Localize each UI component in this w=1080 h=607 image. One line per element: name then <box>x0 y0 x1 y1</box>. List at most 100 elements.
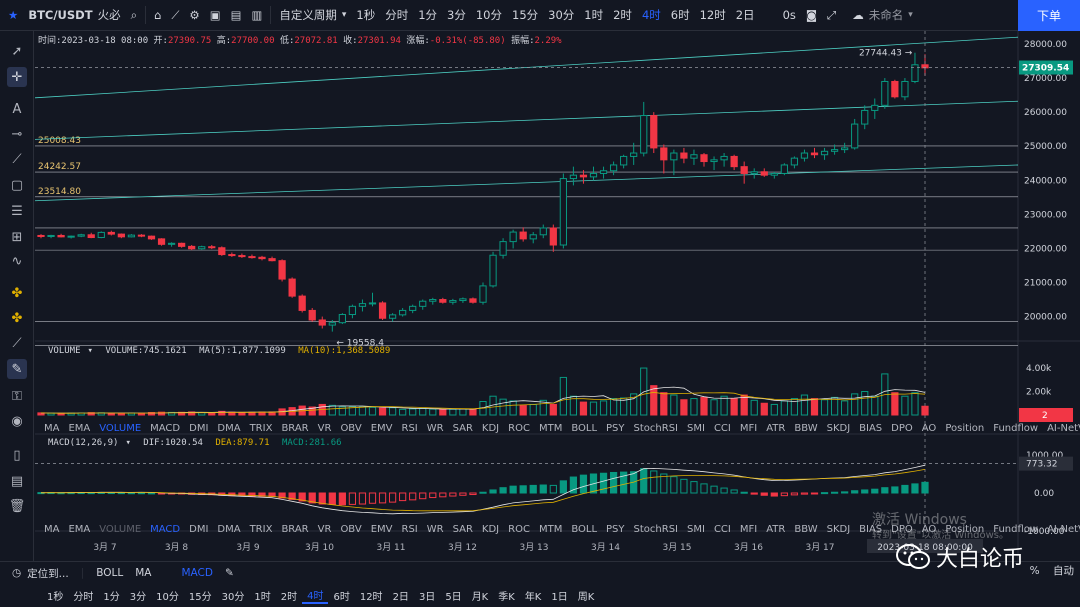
indicator-tab-ma[interactable]: MA <box>44 423 60 434</box>
indicator-tab-stochrsi[interactable]: StochRSI <box>633 524 678 535</box>
indicator-tab-dpo[interactable]: DPO <box>891 524 913 535</box>
indicator-tab-boll[interactable]: BOLL <box>571 524 598 535</box>
interval-7[interactable]: 1时 <box>584 8 604 22</box>
indicator-tab-ai-netvol[interactable]: AI-NetVOL <box>1047 524 1080 535</box>
edit-icon[interactable]: ✎ <box>224 567 234 579</box>
interval-2[interactable]: 1分 <box>418 8 438 22</box>
interval-12[interactable]: 2日 <box>735 8 755 22</box>
fullscreen-icon[interactable]: ⤢ <box>827 7 837 22</box>
indicator-tab-ao[interactable]: AO <box>921 524 937 535</box>
indicator-tab-volume[interactable]: VOLUME <box>99 423 142 434</box>
cloud-icon[interactable]: ☁ <box>852 8 864 22</box>
interval-11[interactable]: 12时 <box>699 8 726 22</box>
bottom-interval-17[interactable]: 年K <box>524 592 542 603</box>
indicator-tab-dpo[interactable]: DPO <box>891 423 913 434</box>
indicator-tab-obv[interactable]: OBV <box>340 423 362 434</box>
interval-1[interactable]: 分时 <box>385 8 409 22</box>
pen-icon[interactable]: ✎ <box>7 359 27 379</box>
indicator-tab-bias[interactable]: BIAS <box>859 524 883 535</box>
volume-indicator-name[interactable]: VOLUME <box>48 346 81 356</box>
grid-icon[interactable]: ⊞ <box>11 229 23 245</box>
indicator-tab-mtm[interactable]: MTM <box>538 524 563 535</box>
indicator-tab-mfi[interactable]: MFI <box>739 524 758 535</box>
bookmark-icon[interactable]: ▯ <box>13 447 21 463</box>
interval-3[interactable]: 3分 <box>447 8 466 22</box>
interval-9[interactable]: 4时 <box>641 8 661 22</box>
indicator-tab-dma[interactable]: DMA <box>217 423 241 434</box>
trend-line-icon[interactable]: ⟋ <box>12 151 22 167</box>
cursor-arrow-icon[interactable]: ➚ <box>11 43 23 59</box>
rectangle-icon[interactable]: ▢ <box>10 177 24 193</box>
indicator-tab-dma[interactable]: DMA <box>217 524 241 535</box>
indicator-tab-ma[interactable]: MA <box>44 524 60 535</box>
bottom-interval-8[interactable]: 2时 <box>280 592 298 603</box>
fib-icon[interactable]: ☰ <box>11 203 23 219</box>
indicator-tab-ema[interactable]: EMA <box>68 524 91 535</box>
indicator-tab-wr[interactable]: WR <box>426 524 444 535</box>
interval-4[interactable]: 10分 <box>475 8 502 22</box>
crosshair-icon[interactable]: ✛ <box>7 67 27 87</box>
indicator-tab-bbw[interactable]: BBW <box>794 524 818 535</box>
indicator-tab-mtm[interactable]: MTM <box>538 423 563 434</box>
layout-name[interactable]: 未命名 <box>868 8 904 22</box>
ruler-icon[interactable]: ⟋ <box>12 335 22 351</box>
indicator-tab-roc[interactable]: ROC <box>508 423 530 434</box>
indicator-tab-vr[interactable]: VR <box>317 524 332 535</box>
indicator-tab-obv[interactable]: OBV <box>340 524 362 535</box>
indicator-tab-atr[interactable]: ATR <box>766 524 786 535</box>
indicator-tab-psy[interactable]: PSY <box>606 524 625 535</box>
indicator-tab-smi[interactable]: SMI <box>687 524 705 535</box>
indicator-tab-macd[interactable]: MACD <box>150 423 181 434</box>
indicator-tab-atr[interactable]: ATR <box>766 423 786 434</box>
lock-drawings-icon[interactable]: ✤ <box>11 310 23 326</box>
indicator-tab-dmi[interactable]: DMI <box>189 423 209 434</box>
bottom-indicator-boll[interactable]: BOLL <box>96 567 124 579</box>
bottom-interval-11[interactable]: 12时 <box>359 592 383 603</box>
indicator-tab-bbw[interactable]: BBW <box>794 423 818 434</box>
indicator-tab-bias[interactable]: BIAS <box>859 423 883 434</box>
locate-to-button[interactable]: 定位到... <box>27 567 69 580</box>
bottom-interval-14[interactable]: 5日 <box>445 592 462 603</box>
indicator-tab-position[interactable]: Position <box>945 524 985 535</box>
indicator-tab-trix[interactable]: TRIX <box>249 423 273 434</box>
indicator-tab-kdj[interactable]: KDJ <box>481 524 500 535</box>
bottom-interval-2[interactable]: 1分 <box>103 592 120 603</box>
bottom-interval-15[interactable]: 月K <box>471 592 489 603</box>
indicator-tab-roc[interactable]: ROC <box>508 524 530 535</box>
indicator-tab-fundflow[interactable]: Fundflow <box>993 524 1039 535</box>
text-tool-icon[interactable]: A <box>12 101 22 117</box>
indicator-tab-rsi[interactable]: RSI <box>401 423 418 434</box>
chevron-down-icon[interactable]: ▾ <box>908 10 913 20</box>
indicator-tab-stochrsi[interactable]: StochRSI <box>633 423 678 434</box>
bottom-interval-13[interactable]: 3日 <box>418 592 436 603</box>
bottom-interval-9[interactable]: 4时 <box>302 587 329 604</box>
indicator-tab-macd[interactable]: MACD <box>150 524 181 535</box>
indicator-tab-volume[interactable]: VOLUME <box>99 524 142 535</box>
bottom-indicator-ma[interactable]: MA <box>135 567 152 579</box>
interval-0[interactable]: 1秒 <box>356 8 376 22</box>
indicator-tab-ao[interactable]: AO <box>921 423 937 434</box>
chevron-down-icon[interactable]: ▾ <box>341 10 347 20</box>
indicator-tab-brar[interactable]: BRAR <box>281 524 309 535</box>
indicator-tab-cci[interactable]: CCI <box>713 524 731 535</box>
bottom-indicator-macd[interactable]: MACD <box>181 567 213 579</box>
bottom-interval-18[interactable]: 1日 <box>551 592 568 603</box>
interval-5[interactable]: 15分 <box>512 8 539 22</box>
macd-indicator-name[interactable]: MACD(12,26,9) <box>48 438 119 448</box>
indicator-tab-mfi[interactable]: MFI <box>739 423 758 434</box>
auto-scale-button[interactable]: 自动 <box>1053 565 1074 577</box>
bottom-interval-3[interactable]: 3分 <box>129 592 147 603</box>
magnet-icon[interactable]: ✤ <box>11 285 23 301</box>
order-button[interactable]: 下单 <box>1018 0 1080 31</box>
trash-icon[interactable]: 🗑 <box>8 498 26 514</box>
indicator-tab-cci[interactable]: CCI <box>713 423 731 434</box>
indicator-tab-sar[interactable]: SAR <box>452 423 473 434</box>
indicator-tab-emv[interactable]: EMV <box>370 524 393 535</box>
horizontal-line-icon[interactable]: ⊸ <box>11 126 23 142</box>
indicator-tab-skdj[interactable]: SKDJ <box>826 423 851 434</box>
wave-icon[interactable]: ∿ <box>11 253 23 269</box>
percent-scale-button[interactable]: % <box>1029 565 1040 577</box>
indicator-tab-vr[interactable]: VR <box>317 423 332 434</box>
indicator-tab-skdj[interactable]: SKDJ <box>826 524 851 535</box>
bottom-interval-10[interactable]: 6时 <box>333 592 350 603</box>
